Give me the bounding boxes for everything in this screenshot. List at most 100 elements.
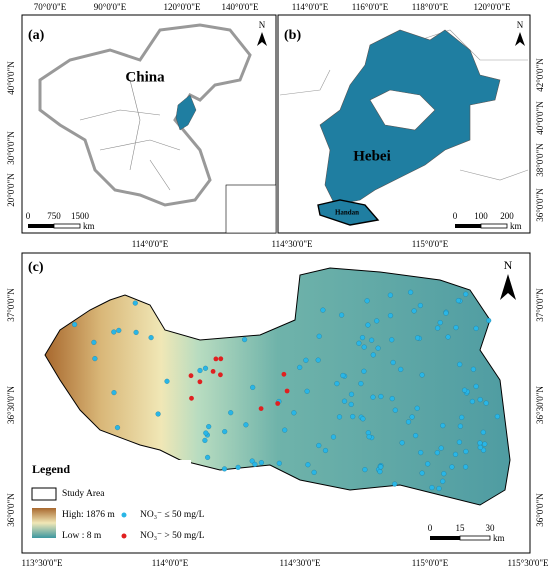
- coord-label: 114°0'0"E: [292, 2, 329, 12]
- coord-label: 30°0'0"N: [6, 131, 16, 165]
- site-low: [250, 384, 256, 390]
- coord-label: 140°0'0"E: [222, 2, 259, 12]
- site-low: [440, 423, 446, 429]
- site-low: [389, 337, 395, 343]
- coord-label: 113°30'0"E: [21, 558, 63, 568]
- site-low: [360, 416, 366, 422]
- province-borders: [79, 79, 181, 191]
- legend-label: NO₃⁻ > 50 mg/L: [140, 531, 205, 541]
- site-low: [449, 464, 455, 470]
- coord-label: 115°0'0"E: [412, 239, 449, 249]
- city-label: Handan: [335, 209, 359, 217]
- site-low: [390, 359, 396, 366]
- coord-label: 36°0'0"N: [535, 188, 545, 222]
- site-low: [202, 365, 209, 371]
- site-low: [419, 470, 425, 476]
- north-arrow: [257, 32, 267, 46]
- panel-label: (b): [284, 28, 301, 43]
- coord-label: 70°0'0"E: [34, 2, 67, 12]
- legend-label: High: 1876 m: [62, 510, 115, 520]
- site-low: [350, 414, 356, 420]
- site-low: [114, 425, 121, 431]
- site-low: [437, 320, 443, 326]
- scale-bar: [480, 223, 508, 229]
- site-low: [361, 344, 367, 350]
- site-high: [281, 371, 287, 377]
- site-low: [399, 440, 405, 446]
- site-low: [486, 317, 492, 324]
- site-low: [445, 334, 451, 340]
- site-low: [339, 312, 345, 318]
- site-low: [369, 337, 375, 343]
- coord-label: 42°0'0"N: [535, 58, 545, 92]
- province-label: Hebei: [353, 148, 391, 164]
- site-low: [414, 405, 420, 411]
- site-low: [378, 393, 384, 400]
- site-low: [315, 357, 321, 363]
- site-low: [443, 310, 449, 316]
- site-low: [408, 289, 414, 295]
- site-high: [275, 401, 281, 406]
- site-low: [361, 368, 367, 374]
- site-low: [398, 366, 404, 372]
- site-low: [111, 329, 117, 335]
- north-arrow: [500, 274, 516, 300]
- north-arrow: [515, 32, 525, 46]
- scale-bar: [455, 224, 481, 228]
- coord-label: 37°0'0"N: [535, 288, 545, 322]
- scale-label: 100: [474, 211, 488, 221]
- site-low: [362, 467, 368, 473]
- site-low: [483, 400, 489, 406]
- site-low: [457, 361, 463, 367]
- legend-dot: [121, 512, 127, 518]
- site-low: [418, 450, 424, 456]
- scale-bar: [53, 223, 81, 229]
- site-low: [480, 447, 487, 453]
- scale-label: 750: [47, 211, 61, 221]
- country-label: China: [125, 69, 165, 85]
- site-low: [469, 398, 475, 405]
- site-low: [435, 325, 441, 331]
- site-low: [405, 419, 412, 425]
- site-high: [210, 369, 216, 374]
- site-low: [417, 302, 423, 309]
- site-low: [320, 307, 326, 313]
- site-low: [258, 460, 264, 466]
- site-low: [459, 414, 465, 420]
- panel-label: (a): [28, 28, 45, 43]
- site-low: [334, 381, 340, 387]
- site-low: [365, 322, 371, 328]
- site-low: [409, 414, 415, 420]
- site-low: [116, 327, 122, 333]
- site-low: [434, 450, 440, 456]
- hebei-map: [319, 29, 501, 206]
- site-low: [304, 388, 310, 394]
- site-low: [456, 439, 462, 445]
- site-low: [316, 333, 322, 339]
- site-low: [340, 372, 346, 379]
- site-high: [258, 406, 264, 411]
- coord-label: 36°30'0"N: [535, 386, 545, 424]
- site-low: [392, 407, 398, 413]
- site-low: [348, 391, 355, 397]
- site-low: [387, 313, 394, 319]
- site-low: [366, 434, 372, 440]
- coord-label: 36°30'0"N: [6, 386, 16, 424]
- scale-label: 15: [456, 523, 466, 533]
- site-low: [206, 424, 212, 430]
- site-low: [457, 423, 463, 429]
- site-low: [494, 413, 500, 420]
- site-low: [370, 394, 376, 400]
- coord-label: 120°0'0"E: [164, 2, 201, 12]
- site-low: [411, 308, 417, 314]
- site-high: [218, 356, 224, 362]
- site-high: [189, 395, 194, 401]
- coord-label: 40°0'0"N: [6, 61, 16, 95]
- coord-label: 90°0'0"E: [94, 2, 127, 12]
- coord-label: 114°30'0"E: [279, 558, 321, 568]
- site-low: [438, 445, 444, 451]
- site-low: [291, 410, 297, 416]
- scale-label: 1500: [71, 211, 90, 221]
- site-low: [453, 325, 459, 331]
